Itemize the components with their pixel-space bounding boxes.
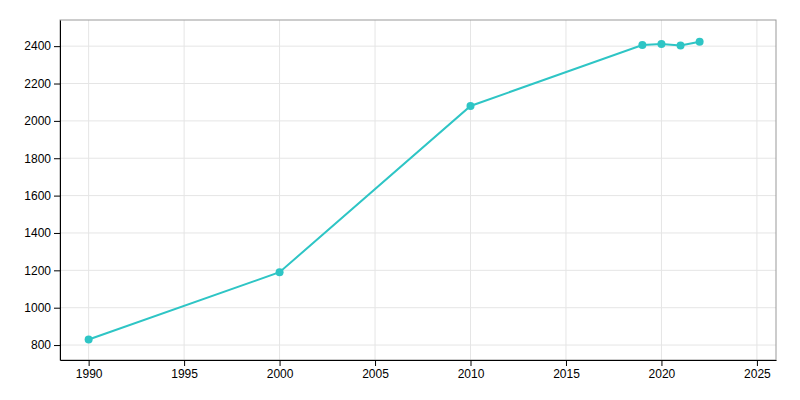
y-grid-line	[60, 307, 776, 308]
y-tick-mark	[54, 196, 60, 197]
x-tick-mark	[471, 360, 472, 366]
x-tick-mark	[661, 360, 662, 366]
y-grid-line	[60, 46, 776, 47]
x-tick-mark	[280, 360, 281, 366]
x-tick-label: 2005	[362, 367, 389, 381]
x-tick: 2015	[553, 360, 580, 381]
point	[467, 102, 475, 110]
y-tick-label: 2200	[24, 77, 51, 91]
point	[85, 335, 93, 343]
y-tick-mark	[54, 308, 60, 309]
x-tick: 1990	[76, 360, 103, 381]
y-tick: 2400	[24, 39, 60, 53]
y-tick-mark	[54, 345, 60, 346]
y-grid-line	[60, 232, 776, 233]
y-tick: 1600	[24, 189, 60, 203]
x-tick: 2000	[267, 360, 294, 381]
x-tick-label: 2015	[553, 367, 580, 381]
x-tick-mark	[757, 360, 758, 366]
x-tick-mark	[375, 360, 376, 366]
x-tick: 1995	[171, 360, 198, 381]
y-tick-label: 2400	[24, 39, 51, 53]
y-tick-label: 1200	[24, 264, 51, 278]
x-grid-line	[661, 20, 662, 360]
x-tick-label: 2010	[458, 367, 485, 381]
y-tick-mark	[54, 270, 60, 271]
y-tick: 1400	[24, 226, 60, 240]
x-tick-label: 2025	[744, 367, 771, 381]
y-tick-label: 1400	[24, 226, 51, 240]
x-tick-mark	[566, 360, 567, 366]
y-tick-label: 1600	[24, 189, 51, 203]
y-tick-mark	[54, 46, 60, 47]
point	[657, 40, 665, 48]
x-tick-label: 2020	[649, 367, 676, 381]
y-tick-mark	[54, 158, 60, 159]
y-tick-label: 1000	[24, 301, 51, 315]
point	[696, 38, 704, 46]
x-tick-mark	[184, 360, 185, 366]
line	[89, 42, 700, 340]
point	[677, 42, 685, 50]
x-tick-label: 2000	[267, 367, 294, 381]
x-tick-mark	[89, 360, 90, 366]
x-grid-line	[279, 20, 280, 360]
y-grid-line	[60, 83, 776, 84]
x-tick: 2020	[649, 360, 676, 381]
y-tick-mark	[54, 233, 60, 234]
x-tick-label: 1995	[171, 367, 198, 381]
y-grid-line	[60, 158, 776, 159]
chart-svg: 1990 1995 2000 2005 2010 2015 2020 2025 800 1000 1…	[0, 0, 800, 400]
x-grid-line	[184, 20, 185, 360]
y-tick-mark	[54, 84, 60, 85]
chart-container: 1990 1995 2000 2005 2010 2015 2020 2025 800 1000 1…	[0, 0, 800, 400]
x-grid-line	[470, 20, 471, 360]
point	[638, 41, 646, 49]
y-axis-line	[60, 21, 61, 361]
x-tick-label: 1990	[76, 367, 103, 381]
x-tick: 2005	[362, 360, 389, 381]
y-tick-label: 800	[31, 338, 51, 352]
point	[276, 268, 284, 276]
x-tick: 2010	[458, 360, 485, 381]
y-tick-label: 2000	[24, 114, 51, 128]
y-tick: 1000	[24, 301, 60, 315]
y-grid-line	[60, 270, 776, 271]
y-axis: 800 1000 1200 1400 1600 1800 2000 2200 2400	[24, 21, 60, 361]
y-tick-mark	[54, 121, 60, 122]
y-tick: 1200	[24, 264, 60, 278]
x-tick: 2025	[744, 360, 771, 381]
y-tick: 1800	[24, 152, 60, 166]
x-axis-line	[61, 360, 777, 361]
y-grid-line	[60, 345, 776, 346]
grid	[60, 20, 776, 360]
x-grid-line	[88, 20, 89, 360]
y-tick-label: 1800	[24, 152, 51, 166]
y-tick: 800	[31, 338, 60, 352]
y-tick: 2000	[24, 114, 60, 128]
plot-area	[85, 38, 704, 344]
y-tick: 2200	[24, 77, 60, 91]
plot-frame	[60, 20, 776, 360]
x-axis: 1990 1995 2000 2005 2010 2015 2020 2025	[61, 360, 777, 381]
x-grid-line	[756, 20, 757, 360]
y-grid-line	[60, 120, 776, 121]
y-grid-line	[60, 195, 776, 196]
